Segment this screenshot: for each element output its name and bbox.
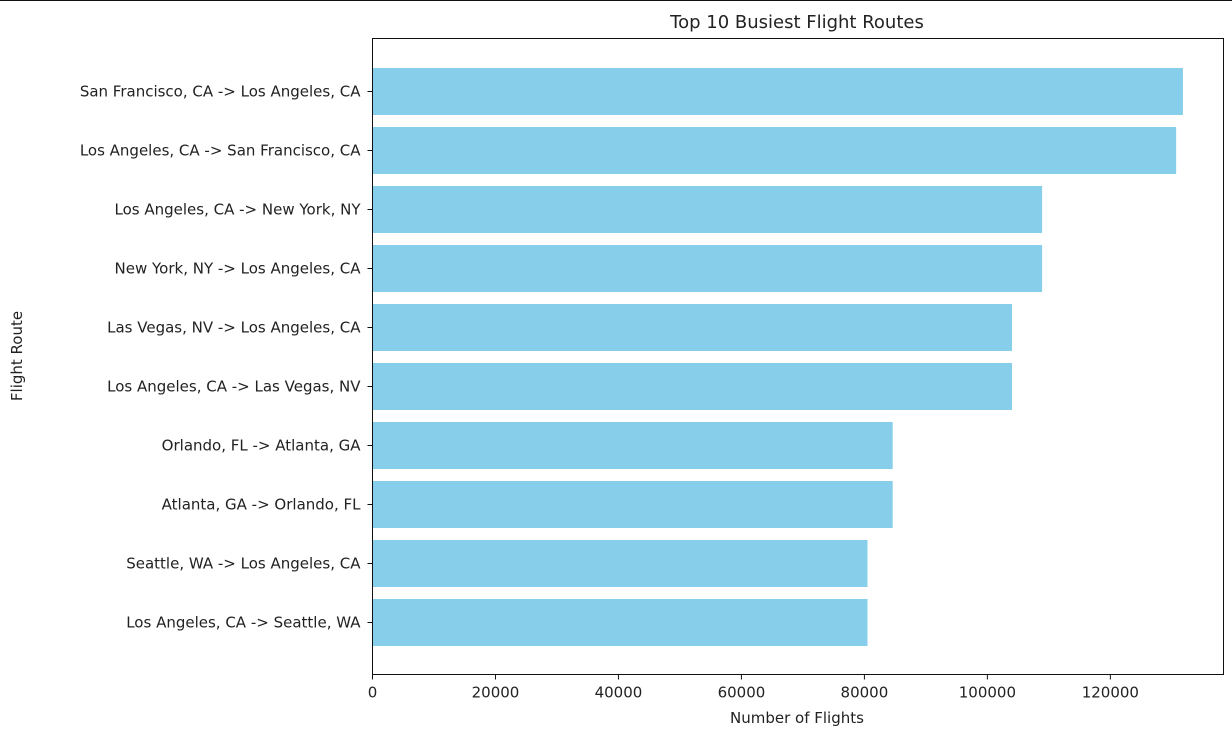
bar xyxy=(373,540,868,587)
bar xyxy=(373,245,1043,292)
bar xyxy=(373,127,1177,174)
y-tick-label: Seattle, WA -> Los Angeles, CA xyxy=(126,555,361,573)
x-ticks-layer: 0 20000 40000 60000 80000 100000 120000 xyxy=(368,675,1139,702)
bar xyxy=(373,186,1043,233)
y-tick-label: Los Angeles, CA -> San Francisco, CA xyxy=(80,142,361,160)
bars-layer xyxy=(373,68,1183,646)
y-axis-label: Flight Route xyxy=(8,311,26,401)
y-ticks-layer: San Francisco, CA -> Los Angeles, CA Los … xyxy=(80,83,373,632)
bar xyxy=(373,599,868,646)
bar xyxy=(373,481,893,528)
bar xyxy=(373,422,893,469)
x-tick-label: 80000 xyxy=(841,684,889,702)
x-tick-label: 60000 xyxy=(718,684,766,702)
y-tick-label: New York, NY -> Los Angeles, CA xyxy=(115,260,362,278)
x-tick-label: 100000 xyxy=(959,684,1016,702)
x-axis-label: Number of Flights xyxy=(730,709,864,727)
bar xyxy=(373,363,1012,410)
y-tick-label: Atlanta, GA -> Orlando, FL xyxy=(162,496,361,514)
y-tick-label: Las Vegas, NV -> Los Angeles, CA xyxy=(107,319,361,337)
chart-title: Top 10 Busiest Flight Routes xyxy=(669,12,924,33)
x-tick-label: 120000 xyxy=(1082,684,1139,702)
y-tick-label: San Francisco, CA -> Los Angeles, CA xyxy=(80,83,361,101)
x-tick-label: 20000 xyxy=(472,684,520,702)
bar xyxy=(373,304,1012,351)
y-tick-label: Los Angeles, CA -> Las Vegas, NV xyxy=(107,378,361,396)
y-tick-label: Los Angeles, CA -> New York, NY xyxy=(115,201,362,219)
y-tick-label: Los Angeles, CA -> Seattle, WA xyxy=(126,614,361,632)
y-tick-label: Orlando, FL -> Atlanta, GA xyxy=(162,437,362,455)
x-tick-label: 0 xyxy=(368,684,378,702)
bar xyxy=(373,68,1183,115)
x-tick-label: 40000 xyxy=(595,684,643,702)
